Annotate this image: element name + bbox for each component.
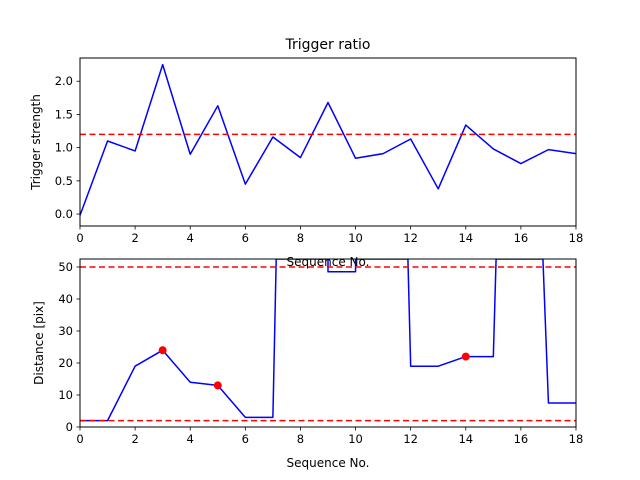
x-tick-label: 12: [403, 231, 418, 245]
plot-area: [80, 63, 576, 216]
y-tick-label: 30: [58, 324, 73, 338]
y-axis-label: Trigger strength: [29, 94, 43, 191]
plot-area: [80, 259, 576, 422]
distance-plot: Sequence No. Distance [pix] 0 2 4 6 8 10 12 14 1…: [32, 258, 583, 470]
y-tick-label: 10: [58, 388, 73, 402]
x-tick-label: 14: [458, 432, 473, 446]
y-tick-label: 1.5: [55, 107, 73, 121]
axis-ticks: 0 2 4 6 8 10 12 14 16 18 0.0 0.5 1.0 1.5 2.0: [55, 74, 584, 245]
x-tick-label: 4: [187, 231, 194, 245]
x-tick-label: 4: [187, 432, 194, 446]
data-point-marker: [213, 381, 222, 390]
y-tick-label: 0: [66, 420, 73, 434]
data-point-marker: [158, 346, 167, 355]
y-tick-label: 0.0: [55, 207, 73, 221]
x-tick-label: 2: [131, 231, 138, 245]
x-tick-label: 6: [242, 432, 249, 446]
x-tick-label: 8: [297, 432, 304, 446]
x-tick-label: 0: [76, 231, 83, 245]
x-tick-label: 0: [76, 432, 83, 446]
x-tick-label: 6: [242, 231, 249, 245]
data-point-marker: [461, 352, 470, 361]
y-tick-label: 50: [58, 260, 73, 274]
axes-frame: [79, 57, 577, 227]
x-tick-label: 2: [131, 432, 138, 446]
chart-title: Trigger ratio: [284, 37, 370, 53]
axis-ticks: 0 2 4 6 8 10 12 14 16 18 0 10 20 30 40 50: [58, 260, 583, 446]
x-tick-label: 12: [403, 432, 418, 446]
x-tick-label: 10: [348, 432, 363, 446]
x-tick-label: 18: [569, 432, 584, 446]
series-line: [80, 259, 576, 422]
x-tick-label: 18: [569, 231, 584, 245]
y-axis-label: Distance [pix]: [32, 301, 46, 385]
x-tick-label: 14: [458, 231, 473, 245]
y-tick-label: 0.5: [55, 174, 73, 188]
x-tick-label: 16: [514, 231, 529, 245]
series-line: [80, 63, 576, 216]
x-tick-label: 8: [297, 231, 304, 245]
y-tick-label: 40: [58, 292, 73, 306]
axes-frame: [79, 258, 577, 428]
x-tick-label: 16: [514, 432, 529, 446]
y-tick-label: 20: [58, 356, 73, 370]
x-tick-label: 10: [348, 231, 363, 245]
x-axis-label: Sequence No.: [287, 456, 370, 470]
y-tick-label: 2.0: [55, 74, 73, 88]
y-tick-label: 1.0: [55, 141, 73, 155]
